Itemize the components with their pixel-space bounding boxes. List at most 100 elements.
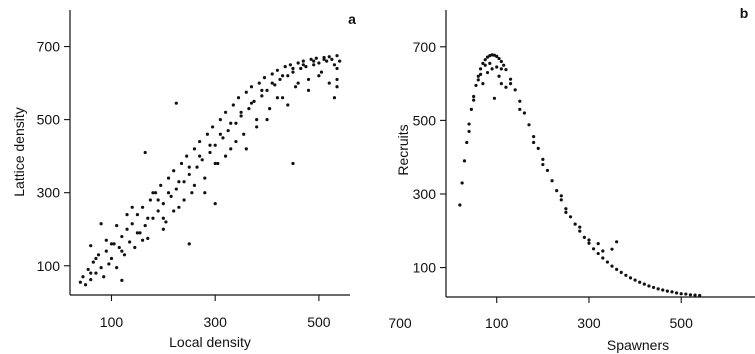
panel-a-data-point [89, 244, 93, 248]
panel-b-data-point [615, 240, 619, 244]
panel-a-data-point [234, 121, 238, 125]
panel-b-data-point [483, 63, 487, 67]
panel-a-data-point [187, 242, 191, 246]
panel-b-data-point [568, 215, 573, 219]
panel-a-data-point [223, 110, 228, 114]
panel-b-data-point [532, 134, 536, 139]
panel-a-data-point [198, 139, 202, 144]
panel-a-data-point [330, 57, 334, 61]
panel-b-data-point [693, 293, 697, 297]
panel-a-data-point [244, 90, 248, 94]
panel-a-data-point [247, 107, 251, 111]
panel-a-data-point [314, 56, 318, 60]
panel-b-data-point [485, 55, 490, 59]
panel-b-data-point [527, 123, 531, 127]
panel-b-data-point [605, 260, 610, 264]
panel-b-data-point [467, 122, 471, 126]
panel-a-y-tick-label: 700 [37, 39, 61, 55]
panel-b-data-point [495, 65, 499, 69]
panel-a-scatter-plot: 100 300 500 100 300 500 700 Local density Latt… [11, 10, 356, 350]
panel-a-data-point [208, 150, 212, 155]
panel-b-data-point [467, 129, 471, 134]
panel-b-y-tick-label: 100 [413, 260, 437, 276]
panel-b-data-point [601, 256, 605, 260]
panel-b-data-point [481, 81, 485, 86]
panel-a-data-point [242, 132, 246, 136]
panel-a-data-point [260, 94, 264, 98]
panel-a-data-point [332, 63, 337, 67]
panel-b-data-point [476, 74, 480, 78]
panel-a-data-point [306, 88, 311, 92]
panel-b-data-point [559, 194, 563, 198]
panel-b-ticks: 100 300 500 100 300 500 700 [413, 39, 693, 331]
panel-a-data-point [140, 205, 145, 209]
panel-b-data-point [698, 293, 702, 298]
panel-a-data-point [327, 55, 331, 59]
panel-b-data-point [460, 181, 464, 185]
panel-b-data-point [550, 179, 554, 183]
panel-a-data-point [208, 143, 212, 147]
panel-b-data-point [679, 292, 683, 296]
panel-a-data-point [301, 59, 305, 63]
panel-a-y-tick-label: 500 [37, 112, 61, 128]
panel-b-data-point [596, 251, 600, 256]
panel-a-data-point [120, 249, 124, 253]
panel-a-data-point [83, 283, 88, 287]
panel-a-data-point [78, 280, 82, 284]
panel-a-data-point [317, 61, 321, 65]
panel-a-data-point [218, 118, 222, 122]
panel-b-data-point [587, 241, 591, 245]
panel-b-data-point [688, 293, 693, 297]
panel-a-data-point [99, 266, 103, 270]
panel-b-data-point [497, 56, 501, 61]
panel-a-data-point [99, 222, 103, 226]
panel-b-data-point [619, 270, 623, 274]
panel-a-data-point [296, 81, 300, 85]
panel-a-data-point [239, 110, 243, 114]
panel-a-data-point [210, 125, 215, 129]
panel-a-data-point [179, 161, 184, 166]
panel-b-data-point [490, 67, 494, 71]
panel-a-data-point [309, 57, 313, 61]
panel-a-data-point [327, 81, 331, 85]
panel-a-data-point [135, 231, 140, 235]
panel-a-data-point [236, 96, 241, 100]
panel-a-data-point [172, 209, 176, 213]
panel-b-data-point [541, 157, 545, 161]
panel-a-data-point [115, 266, 119, 270]
panel-a-data-point [107, 262, 111, 266]
panel-a-data-point [115, 223, 119, 228]
panel-a-data-point [293, 85, 298, 89]
panel-a-data-point [213, 143, 217, 147]
panel-a-data-point [130, 205, 134, 209]
panel-a-x-tick-label: 300 [204, 314, 228, 330]
panel-a-y-tick-label: 300 [37, 185, 61, 201]
panel-a-data-point [239, 114, 243, 118]
panel-b-data-point [502, 63, 506, 67]
panel-a-data-point [81, 275, 85, 279]
panel-a-data-point [112, 242, 116, 246]
panel-b-data-point [610, 247, 614, 251]
panel-a-data-point [283, 65, 287, 69]
panel-a-x-tick-label: 500 [307, 314, 331, 330]
panel-a-data-point [312, 59, 316, 63]
panel-a-data-point [335, 77, 339, 82]
panel-a-data-point [252, 99, 256, 103]
panel-b-data-point [541, 162, 545, 167]
panel-a-data-point [190, 191, 194, 195]
panel-a-data-point [286, 74, 290, 78]
panel-b-data-point [495, 54, 499, 58]
panel-b-data-point [499, 81, 503, 86]
panel-b-data-point [481, 61, 485, 65]
panel-b-y-tick-label: 500 [413, 112, 437, 128]
panel-a-data-point [143, 223, 147, 228]
panel-a-data-point [128, 240, 132, 244]
panel-a-y-tick-label: 100 [37, 258, 61, 274]
panel-b-data-point [624, 273, 628, 277]
panel-a-data-point [140, 238, 145, 242]
panel-b-data-point [675, 291, 679, 295]
panel-a-data-point [213, 161, 217, 166]
panel-a-data-point [198, 154, 202, 158]
panel-a-data-point [187, 172, 191, 177]
